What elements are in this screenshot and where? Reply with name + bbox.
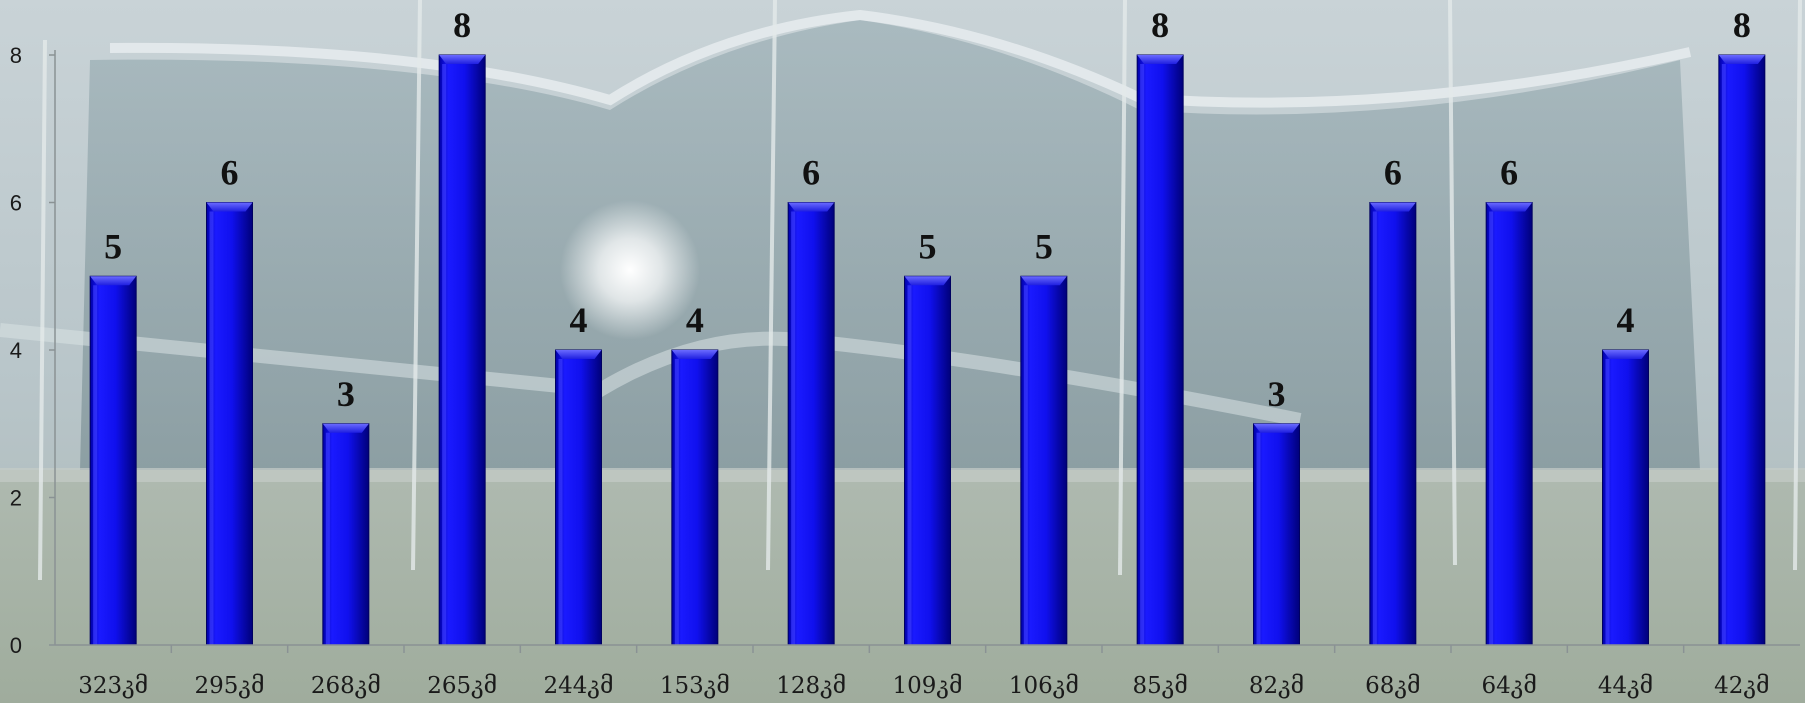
bar-bevel	[439, 55, 486, 64]
bar-bevel	[1020, 276, 1067, 286]
bar	[1020, 275, 1068, 646]
bar-highlight	[791, 211, 796, 645]
x-tick-label: 106კმ	[1009, 673, 1079, 699]
bar-highlight	[1140, 64, 1145, 645]
x-tick-label: 153კმ	[660, 673, 730, 699]
y-tick-label: 0	[10, 633, 22, 658]
data-label: 6	[221, 153, 239, 193]
bar-body	[904, 275, 951, 646]
bar-bevel	[555, 350, 602, 359]
x-tick-label: 265კმ	[427, 673, 497, 699]
bar-highlight	[1721, 64, 1726, 645]
y-tick-label: 8	[10, 43, 22, 68]
bar	[1718, 54, 1766, 646]
x-tick-label: 68კმ	[1365, 673, 1420, 699]
x-tick-label: 323კმ	[78, 673, 148, 699]
data-label: 5	[919, 226, 937, 266]
bar-body	[671, 349, 719, 646]
x-tick-label: 42კმ	[1714, 673, 1769, 699]
bar-highlight	[558, 359, 563, 645]
data-label: 4	[1617, 300, 1635, 340]
x-tick-label: 128კმ	[776, 673, 846, 699]
x-tick-label: 295კმ	[195, 673, 265, 699]
bar-bevel	[206, 202, 253, 212]
bar	[671, 349, 719, 646]
bar-bevel	[90, 276, 137, 286]
bar-body	[89, 275, 137, 646]
data-label: 5	[104, 226, 122, 266]
y-tick-label: 6	[10, 191, 22, 216]
bar	[438, 54, 486, 646]
bar-highlight	[325, 432, 330, 645]
bar-highlight	[1372, 211, 1377, 645]
x-tick-label: 64კმ	[1482, 673, 1537, 699]
x-tick-label: 82კმ	[1249, 673, 1304, 699]
bar-bevel	[1602, 350, 1649, 359]
bar-body	[1136, 54, 1184, 646]
data-label: 8	[1733, 5, 1751, 45]
y-tick-label: 4	[10, 338, 22, 363]
bar	[555, 349, 602, 646]
bar-body	[1485, 202, 1533, 646]
bar-bevel	[788, 202, 835, 212]
bar	[787, 202, 835, 646]
bar-body	[1020, 275, 1068, 646]
bar-bevel	[904, 276, 951, 286]
y-axis: 0 2 4 6 8	[10, 43, 56, 658]
data-label: 8	[453, 5, 471, 45]
bar	[206, 202, 253, 646]
data-label: 6	[1384, 153, 1402, 193]
bar-highlight	[907, 285, 912, 645]
y-tick-label: 2	[10, 486, 22, 511]
bar	[1369, 202, 1417, 646]
bar-bevel	[322, 423, 369, 433]
bar-highlight	[1256, 432, 1261, 645]
bar-bevel	[1369, 202, 1416, 212]
bar-bevel	[1253, 423, 1300, 433]
bar	[322, 423, 370, 646]
bar-highlight	[442, 64, 447, 645]
bar	[904, 275, 951, 646]
bar	[89, 275, 137, 646]
x-tick-label: 109კმ	[893, 673, 963, 699]
x-tick-label: 44კმ	[1598, 673, 1653, 699]
bar-bevel	[671, 350, 718, 359]
data-label: 6	[1500, 153, 1518, 193]
bar-bevel	[1137, 55, 1184, 64]
bar-highlight	[209, 211, 214, 645]
x-tick-label: 244კმ	[544, 673, 614, 699]
bar-body	[1718, 54, 1766, 646]
x-tick-label: 85კმ	[1133, 673, 1188, 699]
bar-highlight	[93, 285, 98, 645]
data-label: 8	[1151, 5, 1169, 45]
bar-body	[787, 202, 835, 646]
bar-bevel	[1718, 55, 1765, 64]
data-label: 3	[1268, 374, 1286, 414]
x-axis: 323კმ 295კმ 268კმ 265კმ 244კმ 153კმ 128კმ 109კმ…	[55, 644, 1800, 699]
data-label: 4	[570, 300, 588, 340]
x-tick-label: 268კმ	[311, 673, 381, 699]
bar	[1485, 202, 1533, 646]
bar-highlight	[674, 359, 679, 645]
data-label: 5	[1035, 226, 1053, 266]
bar	[1253, 423, 1300, 646]
bar-highlight	[1489, 211, 1494, 645]
data-label: 4	[686, 300, 704, 340]
bar-body	[1602, 349, 1649, 646]
bar-highlight	[1023, 285, 1028, 645]
data-label: 6	[802, 153, 820, 193]
bar-bevel	[1486, 202, 1533, 212]
bar	[1136, 54, 1184, 646]
bar	[1602, 349, 1649, 646]
bar-highlight	[1605, 359, 1610, 645]
data-label: 3	[337, 374, 355, 414]
